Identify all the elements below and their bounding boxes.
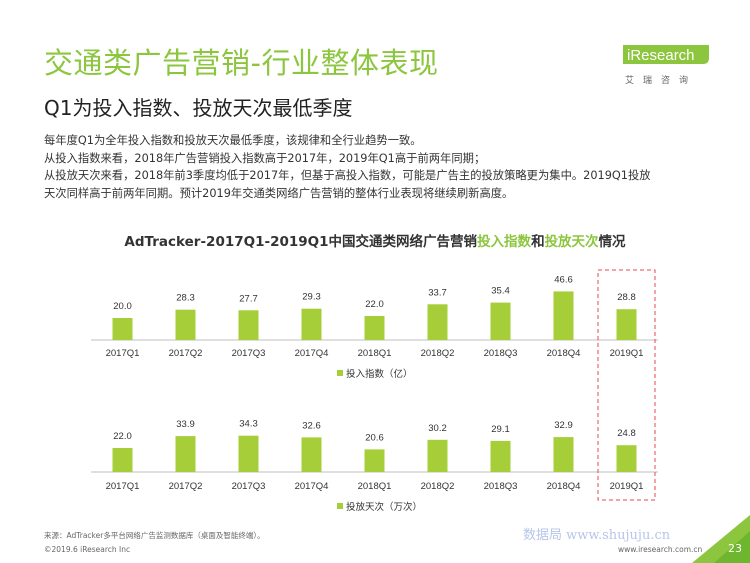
bar xyxy=(301,437,322,472)
page-subtitle: Q1为投入指数、投放天次最低季度 xyxy=(44,96,353,120)
bar xyxy=(112,318,133,340)
legend-swatch xyxy=(337,370,343,376)
data-label: 22.0 xyxy=(365,299,384,310)
summary-line: 从投放天次来看，2018年前3季度均低于2017年，但基于高投入指数，可能是广告… xyxy=(44,169,651,182)
x-tick-label: 2018Q2 xyxy=(421,348,455,359)
x-tick-label: 2017Q1 xyxy=(106,481,140,492)
data-label: 28.3 xyxy=(176,293,195,304)
bar xyxy=(364,316,385,340)
data-label: 24.8 xyxy=(617,428,636,439)
x-tick-label: 2017Q3 xyxy=(232,481,266,492)
data-label: 22.0 xyxy=(113,431,132,442)
x-tick-label: 2018Q1 xyxy=(358,348,392,359)
source-note: 来源：AdTracker多平台网络广告监测数据库（桌面及智能终端）。 xyxy=(44,531,265,540)
x-tick-label: 2019Q1 xyxy=(610,481,644,492)
bar xyxy=(553,291,574,340)
bar xyxy=(175,309,196,340)
data-label: 29.1 xyxy=(491,424,510,435)
data-label: 34.3 xyxy=(239,419,258,430)
x-tick-label: 2017Q2 xyxy=(169,481,203,492)
data-label: 35.4 xyxy=(491,286,510,297)
x-tick-label: 2018Q2 xyxy=(421,481,455,492)
legend-swatch xyxy=(337,503,343,509)
x-tick-label: 2018Q1 xyxy=(358,481,392,492)
bar xyxy=(238,435,259,472)
bar xyxy=(427,439,448,472)
x-tick-label: 2018Q3 xyxy=(484,348,518,359)
data-label: 33.7 xyxy=(428,287,447,298)
x-tick-label: 2017Q4 xyxy=(295,348,329,359)
data-label: 29.3 xyxy=(302,292,321,303)
logo-subtitle: 艾瑞咨询 xyxy=(625,76,698,86)
chart-title-mid: 和 xyxy=(531,234,545,250)
data-label: 28.8 xyxy=(617,292,636,303)
x-tick-label: 2018Q4 xyxy=(547,348,581,359)
summary-text: 每年度Q1为全年投入指数和投放天次最低季度，该规律和全行业趋势一致。 从投入指数… xyxy=(44,132,724,202)
x-tick-label: 2017Q3 xyxy=(232,348,266,359)
data-label: 20.0 xyxy=(113,301,132,312)
summary-line: 每年度Q1为全年投入指数和投放天次最低季度，该规律和全行业趋势一致。 xyxy=(44,134,422,147)
watermark: 数据局 www.shujuju.cn xyxy=(523,528,671,543)
summary-line: 从投入指数来看，2018年广告营销投入指数高于2017年，2019年Q1高于前两… xyxy=(44,151,486,165)
chart-title: AdTracker-2017Q1-2019Q1中国交通类网络广告营销投入指数和投… xyxy=(0,230,750,250)
data-label: 32.6 xyxy=(302,420,321,431)
chart-title-highlight-investment: 投入指数 xyxy=(477,234,532,250)
legend-label: 投入指数（亿） xyxy=(346,368,413,380)
bar xyxy=(364,449,385,472)
bar xyxy=(427,304,448,340)
x-tick-label: 2017Q1 xyxy=(106,348,140,359)
data-label: 46.6 xyxy=(554,274,573,285)
bar xyxy=(616,309,637,340)
bar xyxy=(616,445,637,472)
data-label: 27.7 xyxy=(239,293,258,304)
data-label: 33.9 xyxy=(176,419,195,430)
bar xyxy=(553,437,574,472)
bar xyxy=(238,310,259,340)
corner-decoration xyxy=(692,515,750,563)
x-tick-label: 2017Q4 xyxy=(295,481,329,492)
data-label: 32.9 xyxy=(554,420,573,431)
bar xyxy=(112,448,133,472)
data-label: 30.2 xyxy=(428,423,447,434)
x-tick-label: 2017Q2 xyxy=(169,348,203,359)
x-tick-label: 2019Q1 xyxy=(610,348,644,359)
highlight-box-2019q1 xyxy=(597,269,656,501)
bar xyxy=(301,308,322,340)
bar xyxy=(490,302,511,340)
bar xyxy=(175,436,196,472)
website-url: www.iresearch.com.cn xyxy=(618,545,703,554)
legend-label: 投放天次（万次） xyxy=(346,501,422,513)
chart-title-highlight-days: 投放天次 xyxy=(544,234,599,250)
page-title: 交通类广告营销-行业整体表现 xyxy=(44,46,439,80)
page-number: 23 xyxy=(728,542,742,555)
x-tick-label: 2018Q3 xyxy=(484,481,518,492)
chart-title-suffix: 情况 xyxy=(598,234,626,250)
summary-line: 天次同样高于前两年同期。预计2019年交通类网络广告营销的整体行业表现将继续刷新… xyxy=(44,186,514,200)
logo-text: iResearch xyxy=(627,47,695,64)
copyright: ©2019.6 iResearch Inc xyxy=(44,545,131,554)
data-label: 20.6 xyxy=(365,432,384,443)
chart-title-prefix: AdTracker-2017Q1-2019Q1中国交通类网络广告营销 xyxy=(124,234,478,250)
x-tick-label: 2018Q4 xyxy=(547,481,581,492)
bar xyxy=(490,440,511,472)
iresearch-logo: iResearch xyxy=(623,45,709,64)
